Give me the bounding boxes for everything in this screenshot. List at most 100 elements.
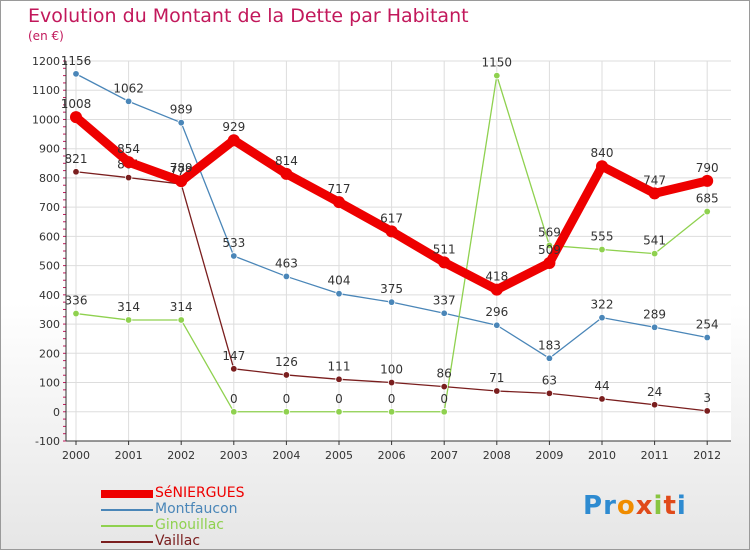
data-label-vaillac: 100	[380, 363, 403, 377]
data-point-montfaucon	[545, 354, 554, 362]
data-label-seniergues: 790	[696, 161, 719, 175]
data-point-ginouillac	[387, 408, 396, 416]
legend-swatch	[101, 541, 153, 543]
data-label-ginouillac: 314	[117, 300, 140, 314]
x-tick-label: 2005	[325, 449, 353, 462]
x-tick-label: 2008	[483, 449, 511, 462]
data-label-montfaucon: 254	[696, 318, 719, 332]
data-point-montfaucon	[440, 309, 448, 317]
data-label-seniergues: 789	[170, 161, 193, 175]
logo-letter: x	[635, 491, 654, 521]
x-tick-label: 2011	[641, 449, 669, 462]
data-point-vaillac	[335, 375, 343, 384]
y-tick-label: 400	[39, 289, 60, 302]
data-point-seniergues	[543, 256, 556, 269]
data-point-ginouillac	[124, 316, 133, 324]
y-tick-label: 1100	[32, 84, 60, 97]
x-tick-label: 2012	[693, 449, 721, 462]
data-label-montfaucon: 322	[591, 298, 614, 312]
data-label-ginouillac: 685	[696, 192, 719, 206]
y-tick-label: 1200	[32, 55, 60, 68]
data-label-montfaucon: 1062	[113, 81, 144, 95]
y-tick-label: 700	[39, 201, 60, 214]
data-point-montfaucon	[387, 298, 396, 306]
chart-unit-label: (en €)	[28, 29, 64, 43]
data-label-ginouillac: 569	[538, 225, 561, 239]
data-label-montfaucon: 989	[170, 103, 193, 117]
x-tick-label: 2004	[272, 449, 300, 462]
data-label-vaillac: 3	[703, 391, 711, 405]
data-point-ginouillac	[72, 309, 80, 318]
data-label-montfaucon: 375	[380, 282, 403, 296]
data-label-seniergues: 418	[485, 270, 508, 284]
data-label-seniergues: 617	[380, 211, 403, 225]
data-point-vaillac	[545, 389, 554, 398]
y-tick-label: 0	[53, 406, 60, 419]
data-point-vaillac	[387, 378, 396, 387]
data-point-seniergues	[333, 196, 345, 209]
data-point-seniergues	[490, 283, 503, 296]
legend-swatch	[101, 525, 153, 527]
legend-swatch	[101, 490, 153, 498]
data-point-montfaucon	[493, 321, 501, 329]
legend-swatch	[101, 509, 153, 511]
data-point-ginouillac	[335, 408, 343, 416]
x-tick-label: 2007	[430, 449, 458, 462]
data-point-montfaucon	[124, 97, 133, 106]
data-point-ginouillac	[230, 408, 238, 416]
data-point-seniergues	[385, 225, 398, 238]
y-tick-label: 100	[39, 377, 60, 390]
data-label-montfaucon: 296	[485, 305, 508, 319]
data-label-vaillac: 111	[328, 359, 351, 373]
x-tick-label: 2000	[62, 449, 90, 462]
x-tick-label: 2006	[378, 449, 406, 462]
data-point-seniergues	[280, 167, 293, 180]
data-label-ginouillac: 314	[170, 300, 193, 314]
data-label-ginouillac: 336	[65, 294, 88, 308]
data-point-montfaucon	[72, 70, 80, 78]
logo-letter: P	[583, 491, 604, 521]
data-point-seniergues	[70, 111, 82, 124]
legend-label: Montfaucon	[155, 501, 238, 517]
legend-label: Vaillac	[155, 533, 201, 549]
chart-title: Evolution du Montant de la Dette par Hab…	[28, 5, 469, 27]
data-label-montfaucon: 337	[433, 293, 456, 307]
data-point-montfaucon	[282, 272, 291, 281]
data-label-ginouillac: 1150	[482, 56, 513, 70]
legend-label: SéNIERGUES	[155, 485, 245, 501]
data-label-ginouillac: 555	[591, 230, 614, 244]
data-label-seniergues: 747	[643, 173, 666, 187]
x-tick-label: 2001	[115, 449, 143, 462]
data-label-vaillac: 44	[594, 379, 609, 393]
data-label-vaillac: 821	[65, 152, 88, 166]
data-point-seniergues	[122, 156, 135, 169]
data-label-montfaucon: 463	[275, 256, 298, 270]
x-tick-label: 2003	[220, 449, 248, 462]
data-point-seniergues	[227, 134, 240, 147]
data-label-vaillac: 86	[437, 367, 452, 381]
data-label-seniergues: 1008	[61, 97, 92, 111]
data-point-ginouillac	[650, 249, 659, 258]
data-label-ginouillac: 0	[388, 392, 396, 406]
y-tick-label: -100	[35, 435, 60, 448]
data-label-vaillac: 71	[489, 371, 504, 385]
data-point-vaillac	[650, 401, 659, 409]
data-point-montfaucon	[703, 333, 711, 342]
data-label-montfaucon: 289	[643, 307, 666, 321]
data-label-ginouillac: 0	[440, 392, 448, 406]
data-point-vaillac	[493, 387, 501, 395]
data-label-seniergues: 717	[328, 182, 351, 196]
data-point-seniergues	[438, 256, 451, 269]
data-point-seniergues	[648, 187, 661, 200]
data-point-montfaucon	[177, 118, 185, 127]
y-tick-label: 800	[39, 172, 60, 185]
data-label-montfaucon: 533	[222, 236, 245, 250]
y-tick-label: 200	[39, 347, 60, 360]
data-point-seniergues	[596, 160, 608, 173]
data-label-seniergues: 509	[538, 243, 561, 257]
logo-letter: i	[676, 491, 687, 521]
y-tick-label: 500	[39, 260, 60, 273]
plot-area	[66, 61, 731, 441]
y-tick-label: 600	[39, 230, 60, 243]
